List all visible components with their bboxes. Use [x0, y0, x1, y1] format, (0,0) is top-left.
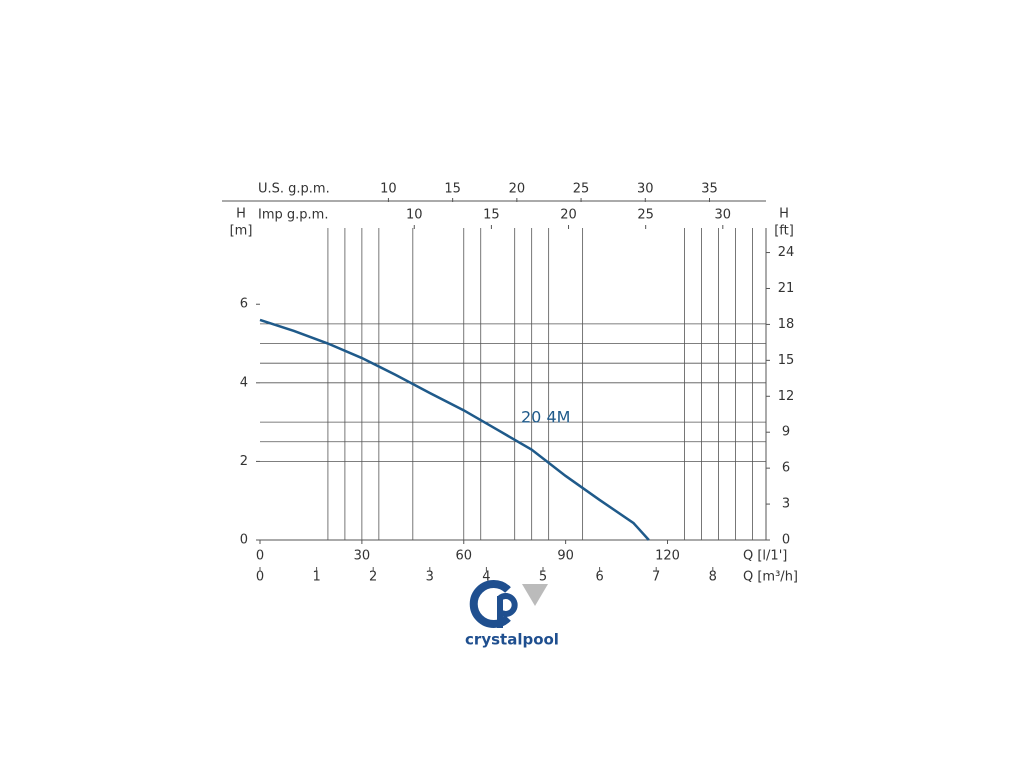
x-tick-label: 30 — [354, 549, 371, 564]
y2-tick-label: 24 — [778, 245, 795, 260]
y2-label: H — [779, 207, 789, 222]
x-tick-label: 30 — [715, 208, 732, 223]
y2-tick-label: 15 — [778, 353, 795, 368]
x-tick-label: 4 — [482, 570, 490, 585]
y2-unit: [ft] — [774, 224, 794, 239]
x-tick-label: 25 — [573, 182, 590, 197]
x-tick-label: 60 — [455, 549, 472, 564]
x-tick-label: 1 — [312, 570, 320, 585]
x-tick-label: 20 — [509, 182, 526, 197]
x-tick-label: 35 — [701, 182, 718, 197]
x-tick-label: 0 — [256, 570, 264, 585]
logo-text: crystalpool — [465, 631, 559, 649]
curve-label: 20 4M — [521, 408, 570, 427]
y-tick-label: 6 — [240, 297, 248, 312]
x-tick-label: 2 — [369, 570, 377, 585]
logo-diamond — [522, 584, 548, 606]
x-tick-label: 10 — [380, 182, 397, 197]
logo: crystalpool — [465, 580, 559, 649]
y2-tick-label: 3 — [782, 497, 790, 512]
y2-tick-label: 9 — [782, 425, 790, 440]
y2-tick-label: 18 — [778, 317, 795, 332]
y2-tick-label: 6 — [782, 461, 790, 476]
y-unit: [m] — [230, 224, 253, 239]
y-tick-label: 0 — [240, 533, 248, 548]
y-tick-label: 2 — [240, 454, 248, 469]
x-tick-label: 0 — [256, 549, 264, 564]
x-axis-label: Q [m³/h] — [743, 570, 798, 585]
x-tick-label: 5 — [539, 570, 547, 585]
y2-tick-label: 21 — [778, 281, 795, 296]
x-tick-label: 90 — [557, 549, 574, 564]
x-label: Q [l/1'] — [743, 549, 787, 564]
y2-tick-label: 0 — [782, 533, 790, 548]
x-tick-label: 25 — [637, 208, 654, 223]
x-tick-label: 10 — [406, 208, 423, 223]
x-tick-label: 20 — [560, 208, 577, 223]
x-tick-label: 15 — [483, 208, 500, 223]
x-axis-label: Imp g.p.m. — [258, 208, 328, 223]
x-tick-label: 120 — [655, 549, 680, 564]
x-axis-label: U.S. g.p.m. — [258, 182, 330, 197]
x-tick-label: 7 — [652, 570, 660, 585]
x-tick-label: 8 — [709, 570, 717, 585]
curve — [259, 318, 650, 541]
x-tick-label: 15 — [444, 182, 461, 197]
y-tick-label: 4 — [240, 375, 248, 390]
y2-tick-label: 12 — [778, 389, 795, 404]
y-label: H — [236, 207, 246, 222]
x-tick-label: 3 — [426, 570, 434, 585]
x-tick-label: 30 — [637, 182, 654, 197]
logo-p — [497, 593, 518, 628]
logo-c — [469, 580, 511, 628]
x-tick-label: 6 — [595, 570, 603, 585]
